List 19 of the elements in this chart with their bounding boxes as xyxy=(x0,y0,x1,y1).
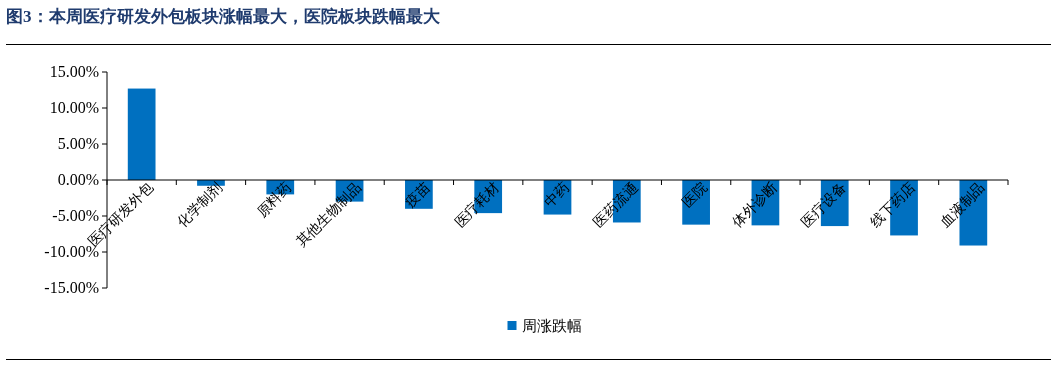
legend-label: 周涨跌幅 xyxy=(521,318,582,334)
x-tick-label: 医药流通 xyxy=(590,179,641,230)
x-tick-label: 线下药店 xyxy=(867,179,919,230)
y-tick-label: -5.00% xyxy=(52,207,99,224)
y-tick-label: -15.00% xyxy=(44,279,99,296)
x-tick-label: 血液制品 xyxy=(937,179,988,230)
title: 图3：本周医疗研发外包板块涨幅最大，医院板块跌幅最大 xyxy=(6,7,440,26)
y-tick-label: 10.00% xyxy=(49,99,99,116)
y-tick-label: 15.00% xyxy=(49,63,99,80)
legend: 周涨跌幅 xyxy=(507,318,582,334)
x-tick-label: 其他生物制品 xyxy=(293,179,364,250)
x-tick-label: 体外诊断 xyxy=(729,179,780,230)
x-tick-label: 医院 xyxy=(679,179,711,210)
x-tick-label: 医疗耗材 xyxy=(452,179,503,230)
x-tick-label: 原料药 xyxy=(254,179,295,220)
y-tick-label: 5.00% xyxy=(57,135,99,152)
y-tick-label: 0.00% xyxy=(57,171,99,188)
x-tick-label: 化学制剂 xyxy=(174,179,226,230)
x-tick-label: 医疗设备 xyxy=(798,179,849,230)
